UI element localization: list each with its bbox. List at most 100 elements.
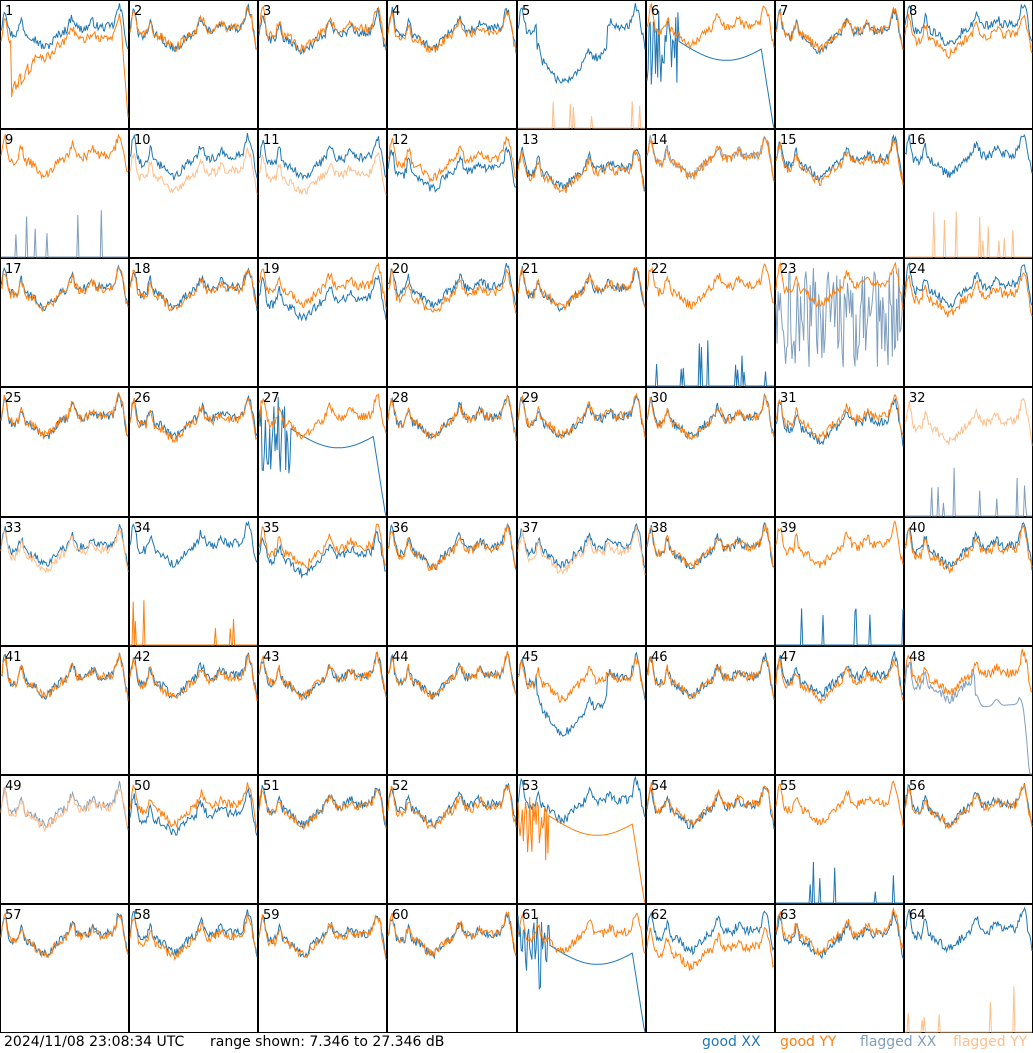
panel-label: 64 — [909, 908, 926, 923]
series-xx-good — [387, 783, 517, 828]
series-yy-good — [775, 138, 904, 187]
panel-label: 60 — [392, 908, 409, 923]
panel-frame — [646, 904, 775, 1033]
series-xx-good — [775, 7, 904, 56]
series-xx-good — [646, 910, 775, 956]
series-yy-good — [775, 780, 904, 827]
series-xx-good — [646, 10, 775, 129]
panel-label: 61 — [522, 908, 539, 923]
panel-1: 1 — [0, 0, 129, 129]
panel-37: 37 — [517, 517, 646, 646]
panel-label: 22 — [651, 262, 668, 277]
series-xx-good — [258, 7, 387, 55]
panel-frame — [258, 775, 387, 904]
panel-62: 62 — [646, 904, 775, 1033]
series-yy-flagged — [905, 986, 1032, 1033]
panel-frame — [0, 646, 129, 775]
panel-label: 36 — [392, 521, 409, 536]
series-yy-good — [775, 394, 904, 442]
panel-61: 61 — [517, 904, 646, 1033]
series-xx-good — [258, 136, 387, 181]
series-yy-good — [0, 652, 129, 702]
panel-label: 59 — [263, 908, 280, 923]
series-yy-good — [775, 520, 904, 568]
series-yy-good — [646, 2, 775, 51]
series-yy-good — [387, 269, 517, 315]
series-yy-good — [904, 272, 1033, 318]
panel-6: 6 — [646, 0, 775, 129]
panel-frame — [904, 646, 1033, 775]
series-xx-good — [904, 906, 1033, 954]
series-yy-good — [258, 393, 387, 440]
panel-frame — [129, 904, 258, 1033]
panel-label: 23 — [780, 262, 797, 277]
series-xx-good — [258, 914, 387, 958]
panel-frame — [387, 258, 517, 387]
series-xx-good — [904, 3, 1033, 47]
series-xx-good — [129, 3, 258, 52]
panel-frame — [129, 387, 258, 517]
series-xx-good — [129, 267, 258, 312]
panel-59: 59 — [258, 904, 387, 1033]
panel-frame — [387, 387, 517, 517]
series-yy-good — [258, 651, 387, 702]
panel-26: 26 — [129, 387, 258, 517]
panel-16: 16 — [904, 129, 1033, 258]
panel-label: 56 — [909, 779, 926, 794]
series-yy-good — [646, 926, 775, 971]
panel-label: 49 — [5, 779, 22, 794]
panel-frame — [775, 775, 904, 904]
panel-10: 10 — [129, 129, 258, 258]
series-xx-flagged — [1, 210, 128, 258]
series-yy-good — [258, 914, 387, 961]
panel-label: 50 — [134, 779, 151, 794]
panel-frame — [517, 646, 646, 775]
panel-44: 44 — [387, 646, 517, 775]
panel-label: 51 — [263, 779, 280, 794]
range-label: range shown: 7.346 to 27.346 dB — [210, 1034, 445, 1050]
series-yy-good — [646, 393, 775, 441]
series-yy-flagged — [905, 211, 1032, 258]
panel-frame — [0, 0, 129, 129]
panel-2: 2 — [129, 0, 258, 129]
series-xx-good — [129, 788, 258, 836]
panel-frame — [258, 646, 387, 775]
panel-frame — [387, 775, 517, 904]
panel-11: 11 — [258, 129, 387, 258]
panel-label: 19 — [263, 262, 280, 277]
series-xx-good — [387, 262, 517, 309]
series-xx-good — [775, 397, 904, 447]
panel-33: 33 — [0, 517, 129, 646]
panel-frame — [646, 387, 775, 517]
panel-label: 26 — [134, 391, 151, 406]
legend-good-yy: good YY — [780, 1034, 837, 1050]
series-yy-good — [646, 263, 775, 310]
series-yy-good — [387, 394, 517, 442]
panel-52: 52 — [387, 775, 517, 904]
panel-39: 39 — [775, 517, 904, 646]
series-xx-good — [904, 262, 1033, 309]
panel-frame — [904, 0, 1033, 129]
panel-28: 28 — [387, 387, 517, 517]
series-xx-good — [0, 912, 129, 958]
series-xx-good — [517, 915, 646, 1033]
panel-14: 14 — [646, 129, 775, 258]
series-yy-good — [775, 907, 904, 956]
panel-50: 50 — [129, 775, 258, 904]
series-yy-good — [129, 782, 258, 829]
series-yy-flagged — [258, 152, 387, 196]
series-yy-good — [0, 133, 129, 180]
panel-label: 1 — [5, 4, 13, 19]
panel-13: 13 — [517, 129, 646, 258]
panel-frame — [904, 258, 1033, 387]
panel-frame — [517, 517, 646, 646]
panel-frame — [387, 517, 517, 646]
series-xx-good — [258, 785, 387, 829]
series-xx-good — [776, 861, 903, 904]
series-xx-good — [904, 522, 1033, 571]
panel-label: 38 — [651, 521, 668, 536]
series-yy-good — [0, 13, 129, 118]
panel-frame — [646, 517, 775, 646]
series-xx-good — [129, 520, 258, 568]
series-yy-good — [258, 523, 387, 569]
